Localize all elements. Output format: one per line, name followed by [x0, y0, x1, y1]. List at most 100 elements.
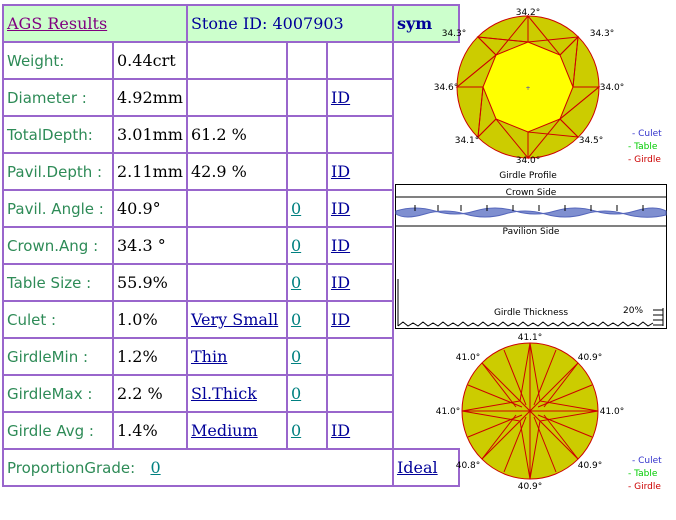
row-extra-cell: 61.2 % [185, 115, 288, 154]
row-value-cell: 55.9% [112, 263, 188, 302]
measurement-row: TotalDepth: 3.01mm 61.2 % [2, 115, 459, 154]
row-value: 1.0% [117, 310, 158, 329]
results-title-cell: AGS Results [2, 4, 188, 43]
row-label-cell: Diameter : [2, 78, 114, 117]
girdle-profile-title: Girdle Profile [499, 171, 557, 180]
measurement-row: Crown.Ang : 34.3 ° 0 ID [2, 226, 459, 265]
crown-angle-top-right: 34.3° [590, 29, 615, 39]
crown-diagram: + 34.2° 34.3° 34.3° 34.6° 34.0° 34.1° 34… [434, 8, 662, 180]
row-label: TotalDepth: [7, 126, 93, 144]
crown-angle-top: 34.2° [516, 8, 541, 18]
crown-diagram-art: + [455, 14, 601, 160]
stone-id-cell: Stone ID: 4007903 [185, 4, 394, 43]
proportion-label: ProportionGrade: [7, 459, 136, 477]
row-label-cell: GirdleMin : [2, 337, 114, 376]
proportion-row: ProportionGrade: 0 Ideal [2, 448, 460, 487]
crown-legend-table: - Table [628, 142, 658, 152]
row-value: 4.92mm [117, 88, 183, 107]
measurement-row: Pavil. Angle : 40.9° 0 ID [2, 189, 459, 228]
proportion-grade-link[interactable]: 0 [150, 458, 161, 477]
row-sym-cell: ID [325, 263, 394, 302]
row-grade-cell: 0 [285, 300, 328, 339]
row-label-cell: TotalDepth: [2, 115, 114, 154]
row-grade-cell: 0 [285, 189, 328, 228]
row-sym-link[interactable]: ID [330, 310, 351, 329]
row-extra-link[interactable]: Thin [190, 347, 228, 366]
row-label: Weight: [7, 52, 65, 70]
row-extra: 42.9 % [190, 162, 247, 181]
pavilion-angle-bottom-right: 40.9° [578, 461, 603, 471]
row-value-cell: 34.3 ° [112, 226, 188, 265]
crown-angle-right: 34.0° [600, 83, 625, 93]
row-extra-link[interactable]: Medium [190, 421, 258, 440]
pavilion-legend-girdle: - Girdle [628, 482, 661, 492]
crown-angle-top-left: 34.3° [442, 29, 467, 39]
pavilion-angle-right: 41.0° [600, 407, 625, 417]
row-label: Crown.Ang : [7, 237, 99, 255]
row-grade-link[interactable]: 0 [290, 199, 302, 218]
row-grade-cell: 0 [285, 226, 328, 265]
row-value: 1.4% [117, 421, 158, 440]
crown-angle-bottom: 34.0° [516, 156, 541, 166]
row-grade-link[interactable]: 0 [290, 384, 302, 403]
row-extra-cell [185, 263, 288, 302]
pavilion-diagram-art [461, 342, 599, 480]
svg-text:+: + [525, 85, 530, 92]
row-value: 2.11mm [117, 162, 183, 181]
row-sym-cell: ID [325, 226, 394, 265]
proportion-result-link[interactable]: Ideal [396, 458, 438, 477]
row-sym-link[interactable]: ID [330, 236, 351, 255]
row-grade-cell [285, 78, 328, 117]
row-sym-cell [325, 337, 394, 376]
row-grade-link[interactable]: 0 [290, 421, 302, 440]
row-label-cell: Culet : [2, 300, 114, 339]
row-extra-cell: Medium [185, 411, 288, 450]
measurement-row: Girdle Avg : 1.4% Medium 0 ID [2, 411, 459, 450]
results-title-link[interactable]: AGS Results [7, 14, 108, 33]
row-sym-cell: ID [325, 189, 394, 228]
row-extra-cell: Very Small [185, 300, 288, 339]
pavilion-angle-bottom-left: 40.8° [456, 461, 481, 471]
row-label: Pavil.Depth : [7, 163, 103, 181]
pavilion-legend-table: - Table [628, 469, 658, 479]
row-label-cell: Girdle Avg : [2, 411, 114, 450]
row-grade-link[interactable]: 0 [290, 273, 302, 292]
row-extra: 61.2 % [190, 125, 247, 144]
row-label-cell: Weight: [2, 41, 114, 80]
row-label: Diameter : [7, 89, 87, 107]
row-grade-cell: 0 [285, 263, 328, 302]
row-sym-cell: ID [325, 300, 394, 339]
row-value-cell: 1.2% [112, 337, 188, 376]
girdle-profile-band [395, 205, 667, 218]
row-sym-cell [325, 115, 394, 154]
row-value: 2.2 % [117, 384, 163, 403]
row-sym-link[interactable]: ID [330, 88, 351, 107]
row-value-cell: 40.9° [112, 189, 188, 228]
row-sym-link[interactable]: ID [330, 162, 351, 181]
row-sym-link[interactable]: ID [330, 421, 351, 440]
sym-header-cell: sym [391, 4, 460, 43]
crown-angle-left: 34.6° [434, 83, 459, 93]
row-grade-link[interactable]: 0 [290, 236, 302, 255]
row-sym-cell: ID [325, 78, 394, 117]
girdle-thickness-sparkline [397, 279, 664, 327]
row-sym-link[interactable]: ID [330, 199, 351, 218]
stone-id: Stone ID: 4007903 [190, 14, 344, 33]
row-label-cell: Table Size : [2, 263, 114, 302]
row-sym-link[interactable]: ID [330, 273, 351, 292]
crown-angle-bottom-left: 34.1° [455, 136, 480, 146]
row-value: 3.01mm [117, 125, 183, 144]
row-value-cell: 2.2 % [112, 374, 188, 413]
row-value: 40.9° [117, 199, 161, 218]
pavilion-diagram: 41.1° 41.0° 40.9° 41.0° 41.0° 40.8° 40.9… [436, 333, 662, 492]
crown-angle-bottom-right: 34.5° [579, 136, 604, 146]
row-grade-link[interactable]: 0 [290, 310, 302, 329]
row-extra-link[interactable]: Very Small [190, 310, 279, 329]
row-label: Culet : [7, 311, 57, 329]
row-value-cell: 1.0% [112, 300, 188, 339]
row-value: 1.2% [117, 347, 158, 366]
crown-side-label: Crown Side [506, 188, 557, 198]
row-extra-link[interactable]: Sl.Thick [190, 384, 257, 403]
row-grade-link[interactable]: 0 [290, 347, 302, 366]
row-sym-cell [325, 41, 394, 80]
